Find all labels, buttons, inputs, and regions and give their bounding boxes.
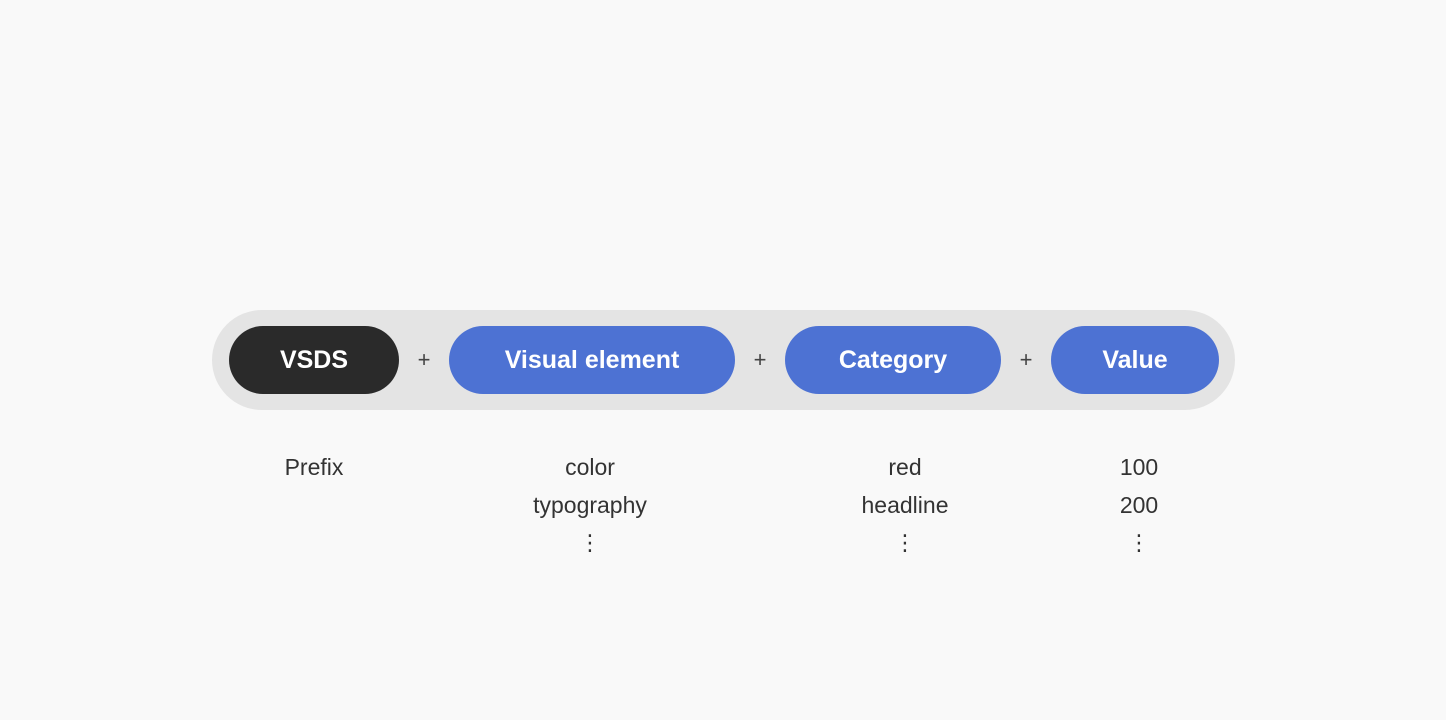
example-item: 200 [1119,492,1159,518]
more-ellipsis-icon: ⋮ [579,530,601,555]
prefix-examples: Prefix [194,448,434,486]
visual-element-examples: color typography ⋮ [470,448,710,562]
prefix-pill-label: VSDS [279,345,349,374]
example-item: headline [861,492,949,518]
category-examples: red headline ⋮ [785,448,1025,562]
more-ellipsis-icon: ⋮ [894,530,916,555]
category-pill: Category [785,326,1001,394]
value-pill: Value [1051,326,1219,394]
plus-separator: + [1019,347,1033,372]
example-item: typography [533,492,647,518]
value-examples: 100 200 ⋮ [1019,448,1259,562]
plus-separator: + [417,347,431,372]
example-item: red [888,454,922,480]
value-pill-label: Value [1102,345,1168,374]
plus-separator: + [753,347,767,372]
category-pill-label: Category [838,345,948,374]
visual-element-pill: Visual element [449,326,735,394]
visual-element-pill-label: Visual element [504,345,680,374]
example-item: color [565,454,615,480]
more-ellipsis-icon: ⋮ [1128,530,1150,555]
prefix-pill: VSDS [229,326,399,394]
example-item: 100 [1119,454,1159,480]
example-item: Prefix [284,454,344,480]
